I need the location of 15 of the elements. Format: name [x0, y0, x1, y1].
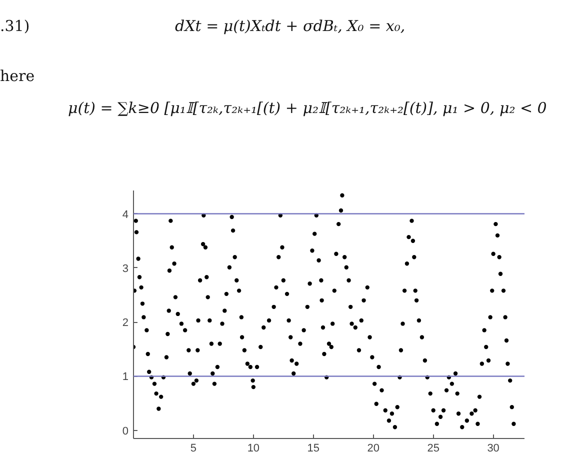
y-tick-label: 4: [122, 208, 129, 221]
x-tick-label: 25: [427, 442, 440, 454]
x-tick-label: 20: [367, 442, 380, 454]
x-tick-label: 30: [487, 442, 500, 454]
text: dXt = μ(t)Xₜdt + σdBₜ, X₀ = x₀,: [175, 16, 406, 37]
y-tick-label: 1: [122, 371, 129, 384]
text: here: [0, 66, 35, 87]
y-tick-label: 2: [122, 317, 129, 330]
x-tick-label: 10: [247, 442, 260, 454]
x-tick-label: 5: [190, 442, 197, 454]
y-tick-label: 3: [122, 262, 129, 275]
y-tick-label: 0: [122, 425, 129, 438]
x-tick-label: 15: [307, 442, 320, 454]
text: .31): [0, 16, 30, 37]
text: μ(t) = ∑k≥0 [μ₁𝕀[τ₂ₖ,τ₂ₖ₊₁[(t) + μ₂𝕀[τ₂ₖ₊₁,τ₂ₖ₊₂[(t)], μ₁ > 0, μ₂ < 0: [68, 98, 547, 119]
